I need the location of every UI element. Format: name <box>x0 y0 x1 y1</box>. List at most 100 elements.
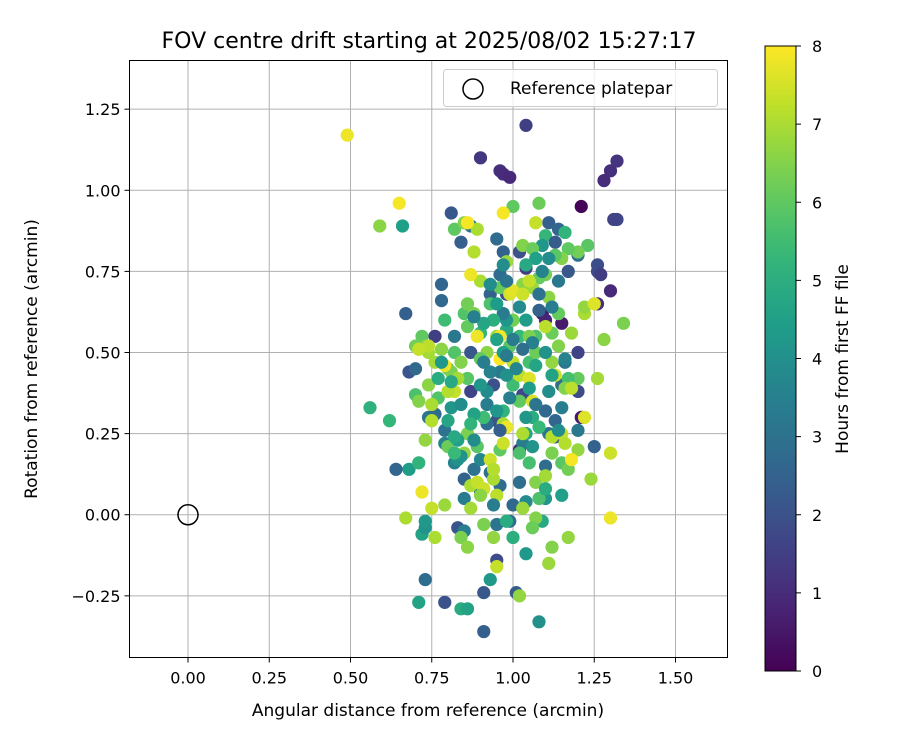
data-point <box>460 602 475 616</box>
data-point <box>480 397 494 412</box>
data-point <box>382 414 397 428</box>
data-point <box>412 595 426 609</box>
data-point <box>402 462 416 476</box>
data-point <box>486 530 501 545</box>
data-point <box>434 355 449 369</box>
data-point <box>399 306 413 321</box>
data-point <box>425 414 439 428</box>
data-point <box>561 530 575 545</box>
data-point <box>467 310 481 324</box>
data-point <box>551 274 566 288</box>
data-point <box>516 287 530 301</box>
data-point <box>408 362 423 376</box>
data-point <box>512 589 527 603</box>
data-point <box>519 118 533 132</box>
data-point <box>483 365 497 379</box>
data-point <box>532 420 546 434</box>
data-point <box>392 196 406 210</box>
data-point <box>532 491 546 506</box>
data-point <box>561 264 575 278</box>
data-point <box>499 349 514 363</box>
data-point <box>525 336 540 350</box>
data-point <box>522 371 536 386</box>
data-point <box>483 277 497 291</box>
data-point <box>506 530 520 545</box>
colorbar-tick-label: 7 <box>812 115 822 134</box>
data-point <box>607 212 621 227</box>
data-point <box>447 345 462 360</box>
data-point <box>529 397 543 412</box>
data-point <box>538 482 553 496</box>
data-point <box>363 401 377 415</box>
data-point <box>581 238 595 253</box>
data-point <box>412 456 426 470</box>
data-point <box>425 501 439 515</box>
colorbar-tick-label: 1 <box>812 584 822 603</box>
data-point <box>477 517 491 532</box>
data-point <box>486 462 501 476</box>
scatter-points <box>177 118 631 639</box>
data-point <box>542 216 556 230</box>
y-tick-label: 1.25 <box>85 100 121 119</box>
legend-marker-reference <box>462 78 484 100</box>
x-tick-label: 0.75 <box>414 669 450 688</box>
data-point <box>483 573 497 587</box>
data-point <box>564 452 579 467</box>
y-axis-label: Rotation from reference (arcmin) <box>22 219 42 499</box>
data-point <box>522 274 536 288</box>
data-point <box>545 540 559 554</box>
y-tick-label: 0.25 <box>85 425 121 444</box>
data-point <box>486 498 501 512</box>
data-point <box>519 547 533 561</box>
data-point <box>538 404 553 418</box>
colorbar-tick-label: 5 <box>812 271 822 290</box>
data-point <box>529 358 543 373</box>
data-point <box>545 368 559 382</box>
colorbar: 0 1 2 3 4 5 6 7 8 <box>764 37 822 681</box>
data-point <box>535 264 549 278</box>
data-point <box>467 245 481 259</box>
x-tick-label: 0.50 <box>333 669 369 688</box>
data-point <box>454 235 468 249</box>
x-axis-label: Angular distance from reference (arcmin) <box>252 701 604 721</box>
data-point <box>447 430 462 444</box>
data-point <box>490 232 504 246</box>
data-point <box>529 475 543 489</box>
data-point <box>457 491 471 506</box>
data-point <box>438 595 452 609</box>
data-point <box>477 355 491 369</box>
data-point <box>447 329 462 343</box>
data-point <box>454 355 468 369</box>
data-point <box>571 345 585 360</box>
y-axis-ticks: −0.25 0.00 0.25 0.50 0.75 1.00 1.25 <box>71 100 130 606</box>
data-point <box>493 423 507 437</box>
data-point <box>460 216 475 230</box>
data-point <box>555 401 569 415</box>
data-point <box>428 530 442 545</box>
data-point <box>538 319 553 334</box>
data-point <box>519 258 533 272</box>
data-point <box>464 501 478 515</box>
data-point <box>571 423 585 437</box>
data-point <box>454 530 468 545</box>
data-point <box>558 352 572 366</box>
data-point <box>529 216 543 230</box>
data-point <box>447 446 462 460</box>
colorbar-tick-label: 8 <box>812 37 822 56</box>
data-point <box>516 342 530 356</box>
data-point <box>473 378 488 392</box>
data-point <box>532 303 546 317</box>
data-point <box>464 345 478 360</box>
reference-point-marker <box>177 503 199 526</box>
data-point <box>434 293 449 308</box>
data-point <box>512 475 527 489</box>
data-point <box>594 268 608 282</box>
data-point <box>470 329 484 343</box>
data-point <box>538 459 553 473</box>
data-point <box>477 316 491 330</box>
data-point <box>490 297 504 311</box>
data-point <box>525 521 540 535</box>
data-point <box>473 151 488 165</box>
data-point <box>574 199 588 214</box>
data-point <box>506 199 520 214</box>
